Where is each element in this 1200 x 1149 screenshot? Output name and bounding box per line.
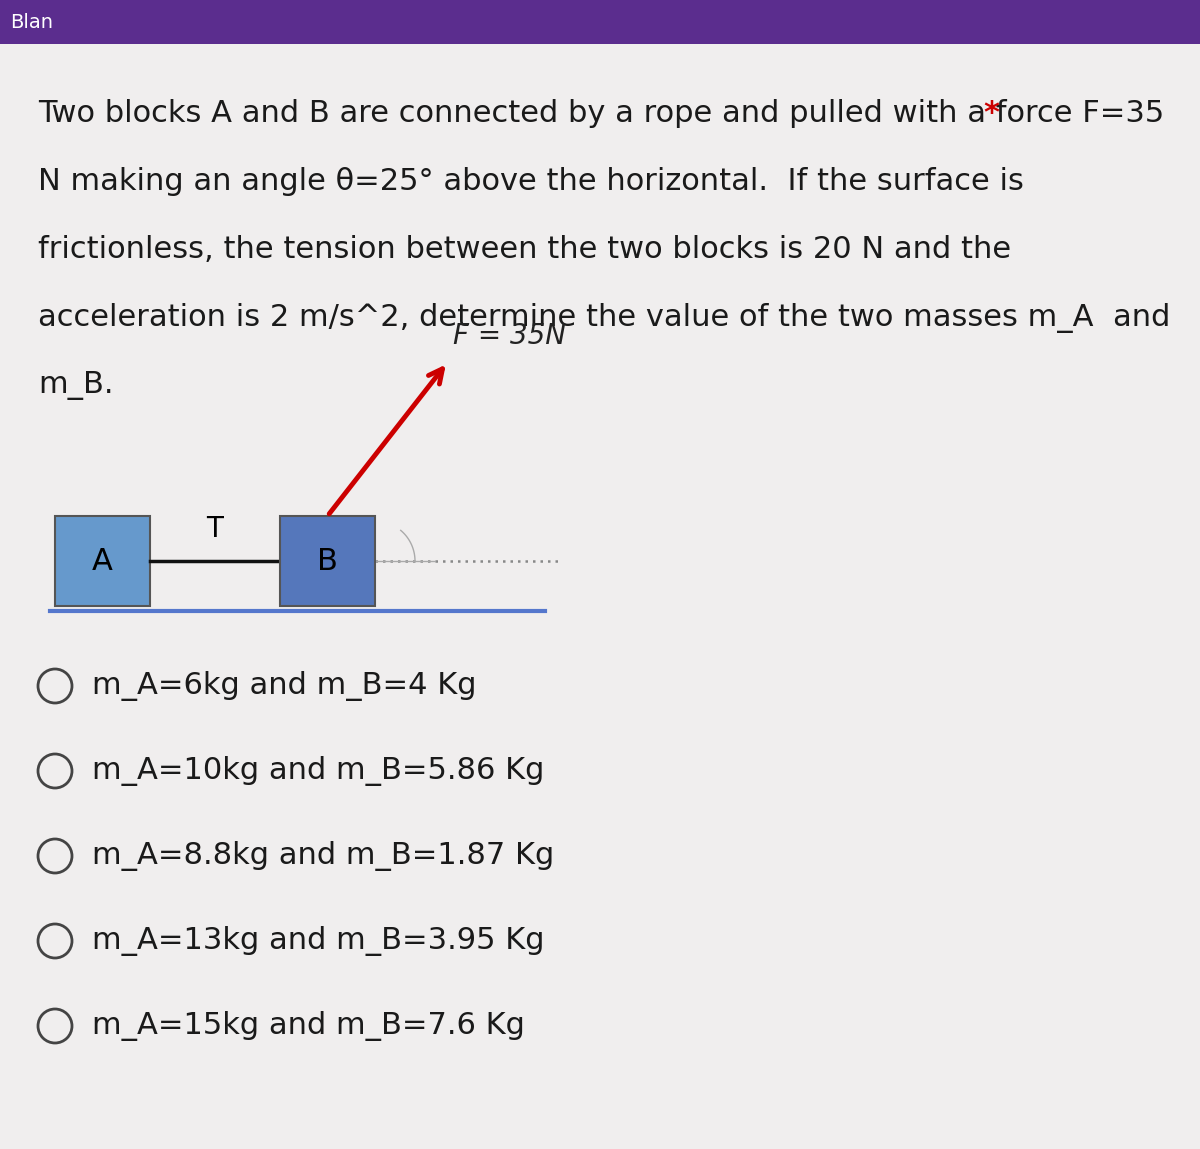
Text: m_A=15kg and m_B=7.6 Kg: m_A=15kg and m_B=7.6 Kg — [92, 1011, 524, 1041]
Text: A: A — [92, 547, 113, 576]
Text: m_A=10kg and m_B=5.86 Kg: m_A=10kg and m_B=5.86 Kg — [92, 756, 545, 786]
Text: m_A=13kg and m_B=3.95 Kg: m_A=13kg and m_B=3.95 Kg — [92, 926, 545, 956]
Text: B: B — [317, 547, 338, 576]
Text: *: * — [983, 99, 1000, 128]
Text: F = 35N: F = 35N — [452, 323, 565, 350]
Text: m_A=6kg and m_B=4 Kg: m_A=6kg and m_B=4 Kg — [92, 671, 476, 701]
Text: T: T — [206, 515, 223, 543]
Bar — [280, 516, 374, 606]
Text: m_B.: m_B. — [38, 371, 114, 400]
Text: m_A=8.8kg and m_B=1.87 Kg: m_A=8.8kg and m_B=1.87 Kg — [92, 841, 554, 871]
Bar — [0, 0, 1200, 44]
Text: N making an angle θ=25° above the horizontal.  If the surface is: N making an angle θ=25° above the horizo… — [38, 167, 1024, 196]
Text: frictionless, the tension between the two blocks is 20 N and the: frictionless, the tension between the tw… — [38, 236, 1012, 264]
Text: Blan: Blan — [10, 13, 53, 31]
Bar — [55, 516, 150, 606]
Text: Two blocks A and B are connected by a rope and pulled with a force F=35: Two blocks A and B are connected by a ro… — [38, 99, 1164, 128]
Text: acceleration is 2 m/s^2, determine the value of the two masses m_A  and: acceleration is 2 m/s^2, determine the v… — [38, 303, 1170, 333]
